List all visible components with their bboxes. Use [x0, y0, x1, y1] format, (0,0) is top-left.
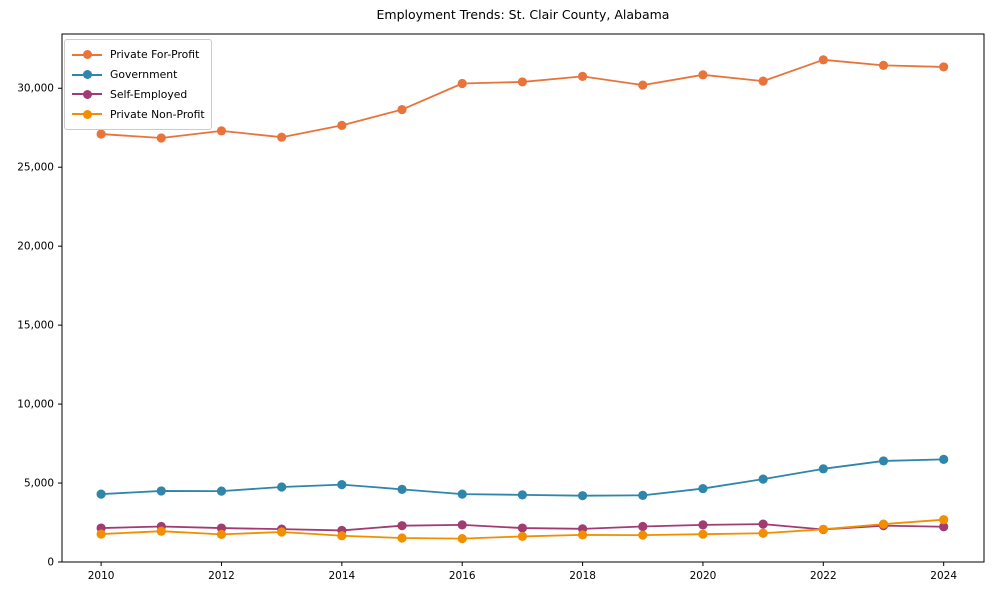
data-point-private-for-profit-2024	[939, 62, 949, 72]
data-point-private-for-profit-2019	[638, 80, 648, 90]
data-point-private-for-profit-2014	[337, 120, 347, 130]
x-tick-label: 2020	[690, 570, 717, 582]
legend-marker-private-for-profit-icon	[72, 50, 102, 60]
x-tick-label: 2024	[930, 570, 957, 582]
data-point-private-non-profit-2022	[818, 524, 828, 534]
data-point-private-non-profit-2020	[698, 529, 708, 539]
x-tick-label: 2010	[88, 570, 115, 582]
legend-marker-self-employed-icon	[72, 89, 102, 99]
y-tick-label: 5,000	[24, 478, 54, 490]
series-line-government	[100, 458, 945, 497]
data-point-government-2011	[156, 486, 166, 496]
data-point-private-for-profit-2018	[577, 71, 588, 82]
x-tick-label: 2018	[569, 570, 596, 582]
data-point-private-for-profit-2010	[96, 129, 106, 139]
data-point-private-non-profit-2013	[277, 527, 287, 537]
data-point-self-employed-2024	[939, 522, 949, 532]
data-point-private-non-profit-2021	[758, 528, 768, 538]
data-point-government-2016	[457, 489, 467, 499]
data-point-government-2012	[216, 486, 227, 496]
data-point-self-employed-2012	[216, 523, 227, 533]
legend-label-government: Government	[110, 68, 178, 82]
data-point-private-for-profit-2012	[216, 126, 227, 136]
data-point-private-for-profit-2022	[818, 55, 828, 65]
data-point-private-for-profit-2020	[698, 70, 708, 80]
plot-frame	[61, 33, 985, 563]
data-point-private-non-profit-2019	[638, 530, 648, 540]
data-point-private-non-profit-2012	[216, 529, 227, 539]
legend-item-private-non-profit: Private Non-Profit	[72, 104, 205, 124]
x-tick-label: 2022	[810, 570, 837, 582]
legend-label-private-non-profit: Private Non-Profit	[110, 107, 205, 121]
data-point-private-non-profit-2018	[577, 530, 588, 540]
data-point-government-2018	[577, 491, 588, 501]
y-tick-label: 20,000	[17, 241, 54, 253]
data-point-government-2021	[758, 474, 768, 484]
data-point-government-2022	[818, 464, 828, 474]
data-point-private-non-profit-2016	[457, 534, 467, 544]
y-tick-label: 30,000	[17, 83, 54, 95]
chart-title: Employment Trends: St. Clair County, Ala…	[376, 7, 670, 22]
data-point-private-for-profit-2017	[517, 77, 527, 87]
legend: Private For-Profit Government Self-Employe…	[64, 39, 212, 130]
legend-item-private-for-profit: Private For-Profit	[72, 45, 203, 65]
x-tick-label: 2014	[328, 570, 355, 582]
legend-label-private-for-profit: Private For-Profit	[110, 48, 200, 62]
legend-item-government: Government	[72, 65, 203, 85]
data-point-government-2013	[277, 482, 287, 492]
data-point-private-non-profit-2010	[96, 529, 106, 539]
series-line-private-for-profit	[100, 58, 945, 139]
legend-label-self-employed: Self-Employed	[110, 87, 188, 101]
y-tick-label: 10,000	[17, 399, 54, 411]
data-point-government-2015	[397, 484, 407, 494]
x-tick-label: 2016	[449, 570, 476, 582]
data-point-private-non-profit-2011	[156, 526, 166, 536]
legend-marker-private-non-profit-icon	[72, 109, 102, 119]
data-point-self-employed-2021	[758, 519, 768, 529]
y-tick-label: 15,000	[17, 320, 54, 332]
data-point-private-for-profit-2023	[878, 60, 889, 70]
y-tick-label: 0	[47, 557, 54, 569]
legend-item-self-employed: Self-Employed	[72, 85, 203, 105]
data-point-private-for-profit-2021	[758, 76, 768, 86]
data-point-private-non-profit-2015	[397, 533, 407, 543]
data-point-private-non-profit-2023	[878, 519, 889, 529]
data-point-government-2010	[96, 489, 106, 499]
data-point-government-2023	[878, 456, 889, 466]
data-point-private-non-profit-2024	[939, 515, 949, 525]
data-point-self-employed-2016	[457, 520, 467, 530]
data-point-private-for-profit-2016	[457, 78, 467, 89]
data-point-government-2014	[337, 480, 347, 490]
data-point-government-2024	[939, 454, 949, 464]
data-point-government-2017	[517, 490, 527, 500]
data-point-private-non-profit-2014	[337, 531, 347, 541]
data-point-government-2019	[638, 490, 648, 500]
data-point-self-employed-2020	[698, 520, 708, 530]
data-point-private-for-profit-2011	[156, 133, 166, 143]
y-tick-label: 25,000	[17, 162, 54, 174]
data-point-private-non-profit-2017	[517, 531, 527, 542]
data-point-self-employed-2017	[517, 523, 527, 533]
legend-marker-government-icon	[72, 70, 102, 80]
data-point-government-2020	[698, 483, 708, 494]
x-tick-label: 2012	[208, 570, 235, 582]
data-point-self-employed-2019	[638, 521, 648, 532]
data-point-private-for-profit-2013	[277, 132, 287, 142]
data-point-private-for-profit-2015	[397, 104, 407, 115]
data-point-self-employed-2015	[397, 521, 407, 531]
